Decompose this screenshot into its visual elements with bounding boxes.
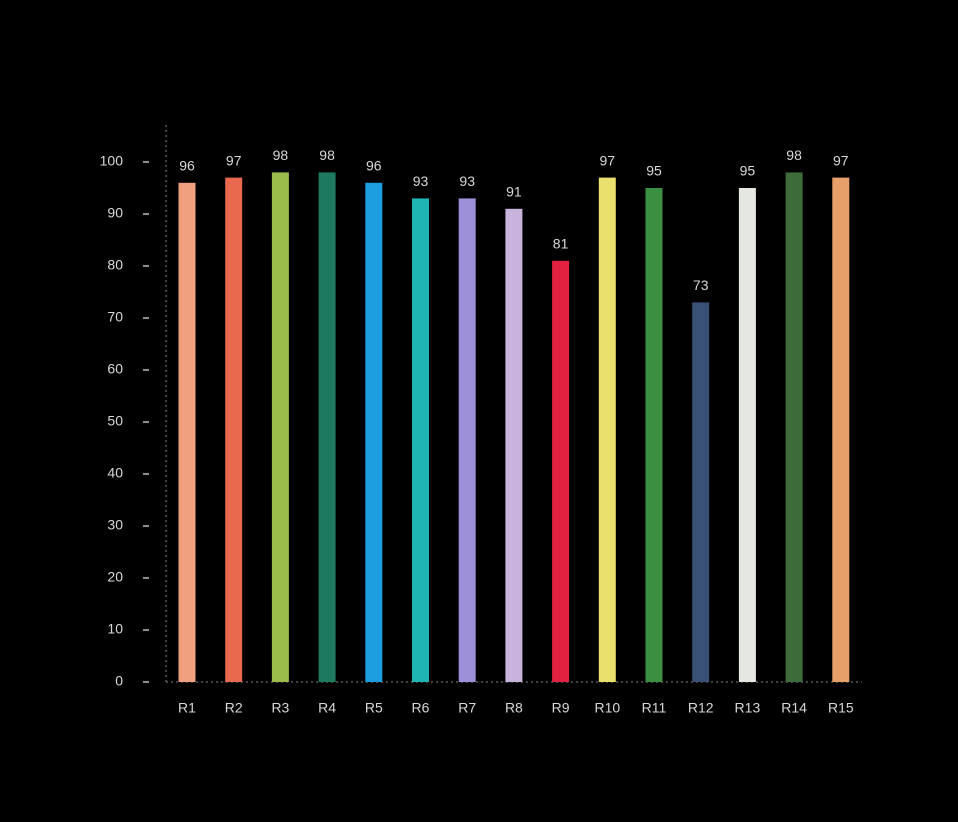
value-label: 95 xyxy=(646,163,662,179)
y-tick-label: 80 xyxy=(107,257,123,273)
x-tick-label: R10 xyxy=(594,700,620,716)
value-label: 98 xyxy=(319,147,335,163)
x-tick-label: R14 xyxy=(781,700,807,716)
value-label: 93 xyxy=(459,173,475,189)
x-tick-label: R13 xyxy=(735,700,761,716)
bar xyxy=(505,208,523,683)
y-tick-label: 60 xyxy=(107,361,123,377)
value-label: 97 xyxy=(833,152,849,168)
x-tick-label: R4 xyxy=(318,700,336,716)
y-tick-label: 40 xyxy=(107,465,123,481)
bar xyxy=(365,182,383,683)
value-label: 96 xyxy=(366,158,382,174)
bar xyxy=(552,260,570,682)
value-label: 73 xyxy=(693,277,709,293)
x-tick-label: R1 xyxy=(178,700,196,716)
x-tick-label: R6 xyxy=(412,700,430,716)
y-tick-label: 30 xyxy=(107,517,123,533)
y-tick-label: 20 xyxy=(107,569,123,585)
value-label: 98 xyxy=(273,147,289,163)
bar xyxy=(832,177,850,682)
bar xyxy=(598,177,616,682)
bar xyxy=(178,182,196,683)
bar xyxy=(412,198,429,682)
x-tick-label: R2 xyxy=(225,700,243,716)
value-label: 96 xyxy=(179,158,195,174)
bar xyxy=(458,198,476,682)
value-label: 97 xyxy=(600,152,616,168)
bar xyxy=(738,188,756,682)
y-tick-label: 10 xyxy=(107,621,123,637)
value-label: 93 xyxy=(413,173,429,189)
bar xyxy=(225,177,243,682)
value-label: 91 xyxy=(506,184,522,200)
value-label: 97 xyxy=(226,152,242,168)
bar xyxy=(645,188,663,682)
x-tick-label: R5 xyxy=(365,700,383,716)
value-label: 98 xyxy=(786,147,802,163)
bar xyxy=(271,172,289,682)
bar xyxy=(692,302,710,682)
x-tick-label: R9 xyxy=(552,700,570,716)
x-tick-label: R15 xyxy=(828,700,854,716)
y-tick-label: 70 xyxy=(107,309,123,325)
x-tick-label: R8 xyxy=(505,700,523,716)
y-tick-label: 0 xyxy=(115,673,123,689)
y-tick-label: 90 xyxy=(107,205,123,221)
bar xyxy=(785,172,803,682)
y-tick-label: 50 xyxy=(107,413,123,429)
value-label: 95 xyxy=(740,163,756,179)
x-tick-label: R7 xyxy=(458,700,476,716)
x-tick-label: R11 xyxy=(642,700,667,716)
x-tick-label: R12 xyxy=(688,700,714,716)
y-tick-label: 100 xyxy=(100,153,124,169)
bar xyxy=(318,172,336,682)
value-label: 81 xyxy=(553,236,569,252)
x-tick-label: R3 xyxy=(271,700,289,716)
